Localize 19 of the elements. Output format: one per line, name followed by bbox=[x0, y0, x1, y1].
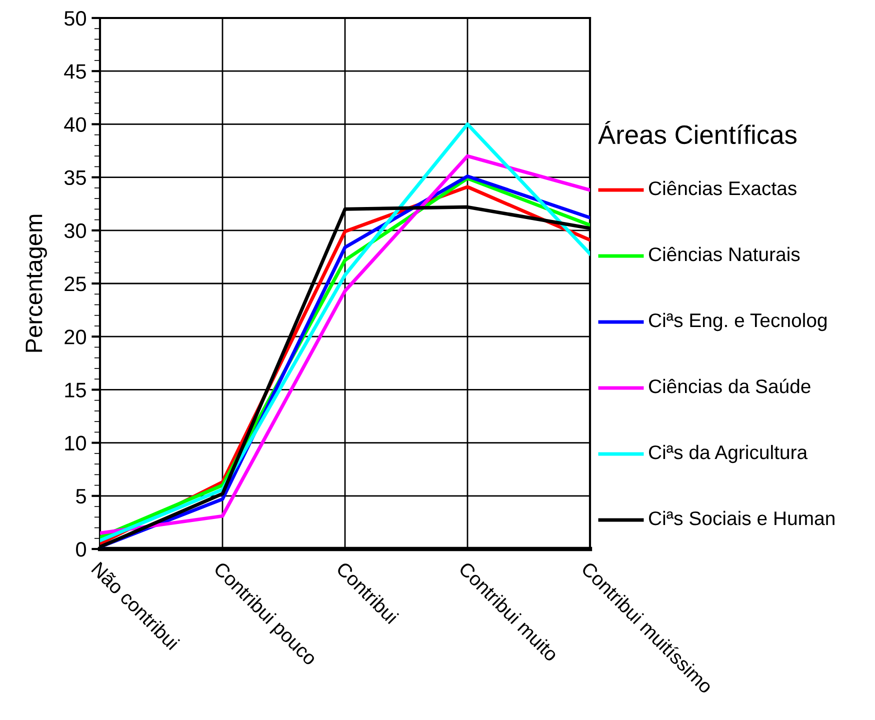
y-tick-label: 15 bbox=[65, 382, 86, 398]
legend-label: Ciªs Sociais e Human bbox=[648, 510, 834, 526]
legend-label: Ciªs da Agricultura bbox=[648, 444, 808, 464]
y-tick-label: 5 bbox=[76, 489, 86, 504]
legend-label: Ciências da Saúde bbox=[648, 378, 810, 394]
legend-label: Ciªs Eng. e Tecnolog bbox=[648, 312, 827, 332]
legend-title: Áreas Científicas bbox=[598, 120, 797, 144]
y-tick-label: 35 bbox=[64, 170, 86, 186]
y-axis-title: Percentagem bbox=[26, 214, 47, 352]
y-tick-label: 50 bbox=[64, 11, 86, 26]
y-tick-label: 20 bbox=[64, 330, 86, 344]
y-tick-label: 10 bbox=[65, 436, 86, 451]
y-tick-label: 0 bbox=[76, 542, 86, 557]
y-tick-label: 25 bbox=[64, 276, 86, 292]
y-tick-label: 30 bbox=[64, 223, 86, 238]
legend-label: Ciências Naturais bbox=[648, 246, 800, 262]
y-tick-label: 40 bbox=[64, 117, 86, 132]
legend-label: Ciências Exactas bbox=[648, 180, 796, 196]
y-tick-label: 45 bbox=[64, 64, 86, 79]
